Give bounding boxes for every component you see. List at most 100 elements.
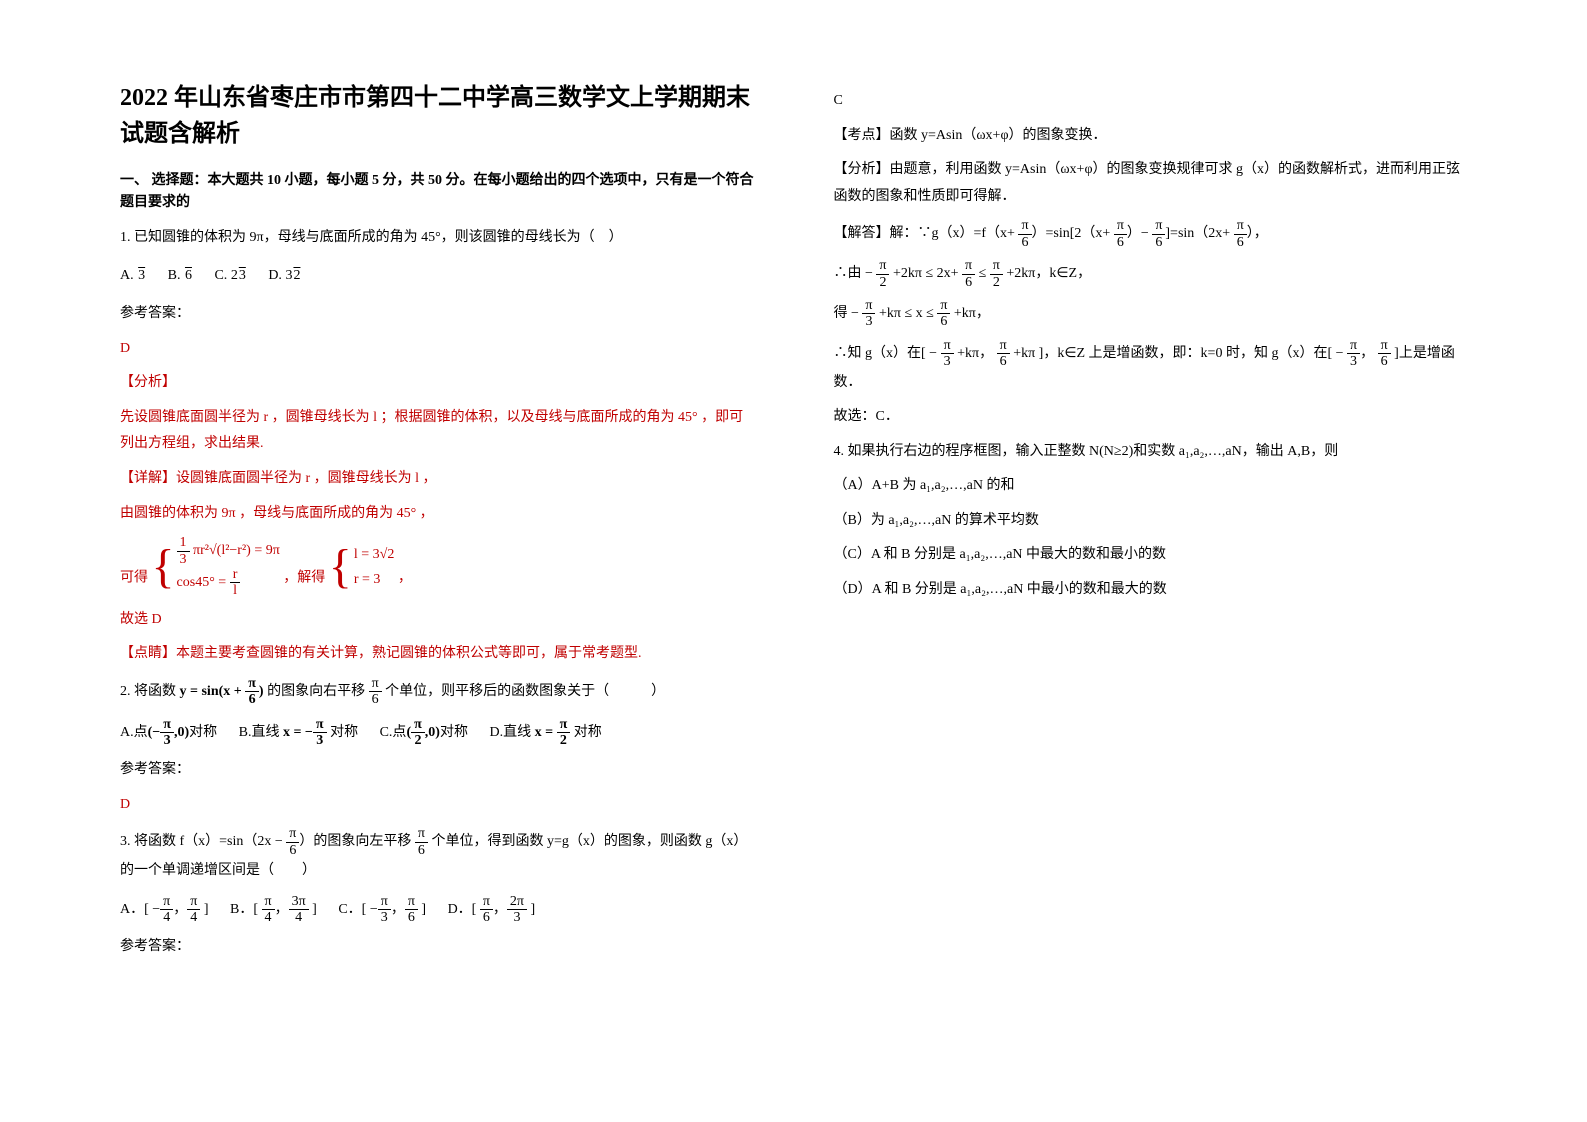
- l4a: +kπ，: [954, 346, 997, 361]
- frac-r: r: [230, 567, 241, 583]
- pi: π: [411, 717, 425, 733]
- q2A-pre: A.点: [120, 725, 148, 740]
- q3-line3: 得 − π3 +kπ ≤ x ≤ π6 +kπ，: [834, 298, 1468, 330]
- q2C-post: 对称: [440, 725, 468, 740]
- eq2-line2: r = 3: [354, 572, 381, 587]
- q4-optA: （A）A+B 为 a₁,a₂,…,aN 的和: [834, 473, 1468, 500]
- q2-fn: y = sin(x +: [180, 684, 246, 699]
- q2C-pre: C.点: [380, 725, 407, 740]
- pi: π: [1234, 218, 1247, 234]
- D: D．[: [448, 902, 480, 917]
- d: 6: [405, 910, 418, 925]
- q1-optC-pre: C.: [214, 268, 227, 283]
- pi: π: [369, 676, 382, 692]
- q1-detail-label: 【详解】设圆锥底面圆半径为 r ，圆锥母线长为 l ，: [120, 466, 754, 493]
- eq2-line1: l = 3√2: [354, 547, 394, 562]
- n: π: [378, 894, 391, 910]
- q2A-post: 对称: [189, 725, 217, 740]
- frac-l: l: [230, 583, 241, 598]
- rparen: ,0): [174, 725, 189, 740]
- pi: π: [997, 338, 1010, 354]
- pi: π: [313, 717, 327, 733]
- n: π: [480, 894, 493, 910]
- q2-stem-mid: 的图象向右平移: [267, 684, 369, 699]
- q2-options: A.点(−π3,0)对称 B.直线 x = −π3 对称 C.点(π2,0)对称…: [120, 716, 754, 750]
- six: 6: [1234, 235, 1247, 250]
- jd1: ）=sin[2（x+: [1032, 226, 1114, 241]
- q2B-post: 对称: [327, 725, 359, 740]
- jd3: ]=sin（2x+: [1165, 226, 1233, 241]
- n: π: [405, 894, 418, 910]
- q3-line4: ∴知 g（x）在[ − π3 +kπ， π6 +kπ ]，k∈Z 上是增函数，即…: [834, 338, 1468, 396]
- lparen: (−: [148, 725, 161, 740]
- pi: π: [862, 298, 875, 314]
- pi: π: [876, 258, 889, 274]
- m: ，: [173, 902, 187, 917]
- comma: ，: [398, 571, 412, 586]
- frac-den: 3: [177, 552, 190, 567]
- q1-analysis: 先设圆锥底面圆半径为 r ，圆锥母线长为 l ；根据圆锥的体积，以及母线与底面所…: [120, 405, 754, 458]
- C: C．[ −: [338, 902, 377, 917]
- q2-stem-pre: 2. 将函数: [120, 684, 180, 699]
- q3-mid: ）的图象向左平移: [299, 835, 415, 850]
- x: x = −: [283, 725, 313, 740]
- q2-answer: D: [120, 792, 754, 819]
- rparen: ,0): [425, 725, 440, 740]
- pi: π: [937, 298, 950, 314]
- l3a: +kπ ≤ x ≤: [875, 306, 937, 321]
- q2D-pre: D.直线: [489, 725, 534, 740]
- frac-num: 1: [177, 535, 190, 551]
- jd4: ），: [1247, 226, 1268, 241]
- pi: π: [1378, 338, 1391, 354]
- two: 2: [990, 275, 1003, 290]
- A: A．[ −: [120, 902, 160, 917]
- pi: π: [941, 338, 954, 354]
- l4pre: ∴知 g（x）在[ −: [834, 346, 941, 361]
- x: x =: [535, 725, 557, 740]
- d: 6: [480, 910, 493, 925]
- l2b: ≤: [975, 266, 990, 281]
- d: 6: [286, 843, 299, 858]
- six: 6: [1114, 235, 1127, 250]
- m: ，: [493, 902, 507, 917]
- jd-label: 【解答】解：∵g（x）=f（x+: [834, 226, 1019, 241]
- pi: π: [1347, 338, 1360, 354]
- m: ，: [275, 902, 289, 917]
- q1-conclude: 故选 D: [120, 607, 754, 634]
- m: ，: [391, 902, 405, 917]
- d: 2: [557, 733, 571, 748]
- six: 6: [1018, 235, 1031, 250]
- pi: π: [415, 826, 428, 842]
- q2-answer-label: 参考答案：: [120, 757, 754, 784]
- B: B．[: [230, 902, 262, 917]
- q2-stem-post: 个单位，则平移后的函数图象关于（ ）: [385, 684, 665, 699]
- l4c: ，: [1360, 346, 1378, 361]
- d: 3: [313, 733, 327, 748]
- n: π: [262, 894, 275, 910]
- d: 3: [378, 910, 391, 925]
- three: 3: [941, 354, 954, 369]
- d: 4: [289, 910, 309, 925]
- q1-detail1: 由圆锥的体积为 9π ，母线与底面所成的角为 45° ，: [120, 501, 754, 528]
- six: 6: [1152, 235, 1165, 250]
- six: 6: [369, 692, 382, 707]
- q3-answer-label: 参考答案：: [120, 934, 754, 961]
- jd2: ）−: [1127, 226, 1152, 241]
- l2a: +2kπ ≤ 2x+: [889, 266, 962, 281]
- brace-icon: {: [152, 548, 175, 586]
- d: 6: [415, 843, 428, 858]
- six: 6: [245, 692, 259, 707]
- q1-optB-pre: B.: [168, 268, 181, 283]
- q1-options: A. 3 B. 6 C. 23 D. 32: [120, 259, 754, 293]
- q1-analysis-label: 【分析】: [120, 370, 754, 397]
- q4-optB: （B）为 a₁,a₂,…,aN 的算术平均数: [834, 508, 1468, 535]
- six: 6: [937, 314, 950, 329]
- q1-stem: 1. 已知圆锥的体积为 9π，母线与底面所成的角为 45°，则该圆锥的母线长为（…: [120, 225, 754, 252]
- q1-optD-pre: D.: [268, 268, 282, 283]
- q4-stem: 4. 如果执行右边的程序框图，输入正整数 N(N≥2)和实数 a₁,a₂,…,a…: [834, 439, 1468, 466]
- eq1-line2: cos45° =: [177, 575, 230, 590]
- pi: π: [286, 826, 299, 842]
- section-1-title: 一、 选择题：本大题共 10 小题，每小题 5 分，共 50 分。在每小题给出的…: [120, 170, 754, 215]
- n: 2π: [507, 894, 527, 910]
- l4b: +kπ ]，k∈Z 上是增函数，即：k=0 时，知 g（x）在[ −: [1010, 346, 1347, 361]
